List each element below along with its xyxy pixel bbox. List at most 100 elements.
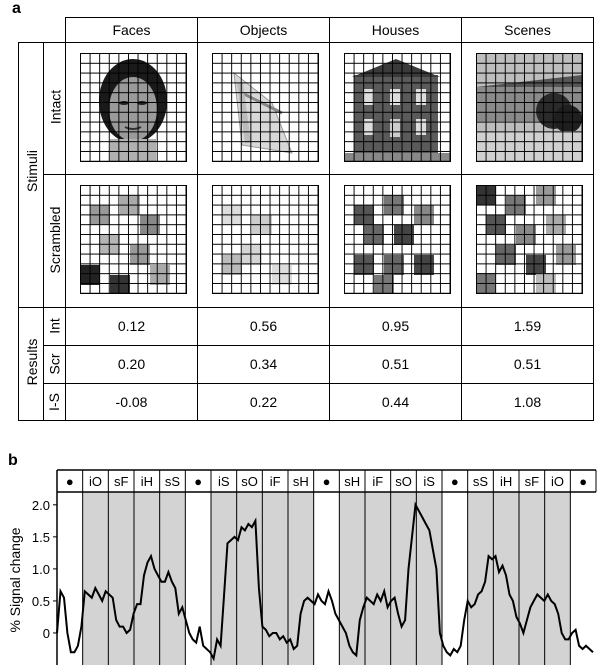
col-header-label: Faces (112, 22, 151, 38)
y-tick-label: 2.0 (32, 498, 50, 513)
block-label: sO (395, 474, 412, 489)
y-tick-label: 0.5 (32, 594, 50, 609)
block-label: iS (218, 474, 230, 489)
grid-overlay (344, 53, 451, 162)
block-label: iF (270, 474, 281, 489)
signal-change-chart: ● iO sF iH sS ● iS sO iF sH ● sH iF sO iS ● sS iH sF iO ● 00… (7, 469, 597, 665)
shaded-block (519, 492, 545, 665)
shaded-block (159, 492, 186, 665)
result-is-scenes: 1.08 (461, 383, 594, 421)
result-value: 0.51 (381, 356, 410, 372)
row-intact-label: Intact (47, 89, 64, 125)
intact-houses-cell (329, 42, 462, 175)
block-label: iO (551, 474, 564, 489)
result-value: 0.44 (381, 394, 410, 410)
shaded-block (416, 492, 442, 665)
row-intact: Intact (43, 42, 66, 175)
col-header-houses: Houses (329, 17, 462, 43)
result-is-objects: 0.22 (197, 383, 330, 421)
shaded-block (339, 492, 365, 665)
result-value: 1.08 (513, 394, 542, 410)
block-label: iH (141, 474, 153, 489)
shaded-block (288, 492, 314, 665)
block-label: sH (293, 474, 309, 489)
result-scr-scenes: 0.51 (461, 345, 594, 384)
condition-labels: ● iO sF iH sS ● iS sO iF sH ● sH iF sO iS ● sS iH sF iO ● (66, 474, 587, 489)
result-int-objects: 0.56 (197, 307, 330, 346)
result-int-scenes: 1.59 (461, 307, 594, 346)
row-scr: Scr (43, 345, 66, 384)
grid-overlay (212, 185, 319, 294)
shaded-block (82, 492, 109, 665)
block-label: ● (451, 474, 459, 489)
grid-overlay (476, 53, 583, 162)
scrambled-objects-cell (197, 174, 330, 308)
block-label: iO (89, 474, 102, 489)
result-scr-houses: 0.51 (329, 345, 462, 384)
col-header-objects: Objects (197, 17, 330, 43)
result-is-faces: -0.08 (65, 383, 198, 421)
col-header-label: Objects (239, 22, 288, 38)
group-results-label: Results (24, 338, 40, 386)
shaded-block (365, 492, 391, 665)
result-is-houses: 0.44 (329, 383, 462, 421)
shaded-block (467, 492, 494, 665)
result-value: 0.12 (117, 318, 146, 334)
intact-objects-cell (197, 42, 330, 175)
grid-overlay (80, 185, 187, 294)
col-header-label: Houses (371, 22, 420, 38)
stimuli-results-table: Faces Objects Houses Scenes Stimuli Resu… (18, 17, 594, 421)
block-label: ● (194, 474, 202, 489)
block-label: sS (165, 474, 181, 489)
row-scr-label: Scr (46, 353, 63, 375)
result-value: -0.08 (115, 394, 148, 410)
shaded-block (544, 492, 571, 665)
intact-faces-cell (65, 42, 198, 175)
result-value: 0.95 (381, 318, 410, 334)
y-tick-label: 1.0 (32, 562, 50, 577)
shaded-block (108, 492, 134, 665)
block-label: ● (579, 474, 587, 489)
grid-overlay (212, 53, 319, 162)
scrambled-scenes-cell (461, 174, 594, 308)
block-label: sF (114, 474, 129, 489)
block-label: sH (344, 474, 360, 489)
row-scrambled-label: Scrambled (47, 206, 63, 274)
result-value: 0.56 (249, 318, 278, 334)
group-stimuli-label: Stimuli (24, 150, 40, 193)
block-label: sS (473, 474, 489, 489)
grid-overlay (344, 185, 451, 294)
block-label: iH (500, 474, 512, 489)
row-is: I-S (43, 383, 66, 421)
row-is-label: I-S (46, 393, 62, 411)
result-value: 0.20 (117, 356, 146, 372)
grid-overlay (80, 53, 187, 162)
y-ticks: 0 0.5 1.0 1.5 2.0 (32, 498, 57, 641)
col-header-scenes: Scenes (461, 17, 594, 43)
row-scrambled: Scrambled (43, 174, 66, 308)
group-results: Results (18, 307, 44, 421)
result-scr-faces: 0.20 (65, 345, 198, 384)
result-value: 1.59 (513, 318, 542, 334)
row-int-label: Int (46, 318, 63, 334)
y-axis-label: % Signal change (7, 527, 23, 632)
block-label: sO (241, 474, 258, 489)
block-label: ● (323, 474, 331, 489)
row-int: Int (43, 307, 66, 346)
intact-scenes-cell (461, 42, 594, 175)
y-tick-label: 1.5 (32, 530, 50, 545)
result-scr-objects: 0.34 (197, 345, 330, 384)
block-label: ● (66, 474, 74, 489)
col-header-faces: Faces (65, 17, 198, 43)
block-label: iS (423, 474, 435, 489)
shaded-block (390, 492, 417, 665)
grid-overlay (476, 185, 583, 294)
panel-a-label: a (12, 0, 21, 17)
result-value: 0.34 (249, 356, 278, 372)
group-stimuli: Stimuli (18, 42, 44, 308)
result-int-houses: 0.95 (329, 307, 462, 346)
scrambled-houses-cell (329, 174, 462, 308)
result-value: 0.51 (513, 356, 542, 372)
condition-blocks (56, 470, 597, 665)
block-label: iF (372, 474, 383, 489)
